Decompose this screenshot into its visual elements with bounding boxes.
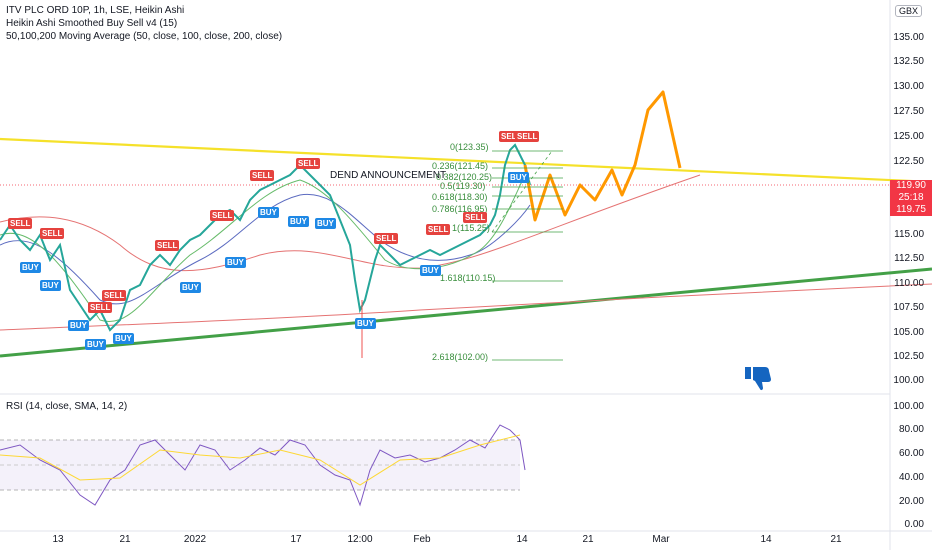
buy-badge: BUY [508, 172, 529, 183]
fib-label: 0.5(119.30) [440, 181, 486, 191]
ma50-line [0, 193, 531, 305]
sell-badge: SELL [155, 240, 180, 251]
rsi-tick: 100.00 [893, 401, 924, 412]
sell-badge: SELL [374, 233, 399, 244]
buy-badge: BUY [258, 207, 279, 218]
time-tick: 21 [119, 534, 131, 545]
sell-badge: SELL [499, 131, 524, 142]
price-tick: 107.50 [893, 302, 924, 313]
time-tick: 2022 [183, 534, 207, 545]
time-tick: 13 [52, 534, 64, 545]
ma100-line [0, 174, 701, 272]
time-tick: 17 [290, 534, 302, 545]
time-tick: 12:00 [347, 534, 373, 545]
projection-path [523, 90, 682, 222]
low-price-tag: 119.75 [890, 204, 932, 216]
sell-badge: SELL [463, 212, 488, 223]
sell-badge: SELL [426, 224, 451, 235]
price-tick: 115.00 [894, 229, 924, 240]
currency-button[interactable]: GBX [894, 5, 922, 17]
symbol-title[interactable]: ITV PLC ORD 10P, 1h, LSE, Heikin Ashi [6, 5, 185, 16]
sell-badge: SELL [102, 290, 127, 301]
fib-label: 0(123.35) [450, 142, 489, 152]
dividend-annotation[interactable]: DEND ANNOUNCEMENT [330, 170, 447, 181]
buy-badge: BUY [288, 216, 309, 227]
thumbs-down-icon [745, 367, 771, 391]
rsi-tick: 20.00 [898, 496, 924, 507]
sell-badge: SELL [296, 158, 321, 169]
fib-label: 0.786(116.95) [432, 204, 488, 214]
time-tick: 14 [516, 534, 528, 545]
sell-badge: SELL [250, 170, 275, 181]
green-trendline [0, 267, 932, 358]
rsi-tick: 60.00 [898, 448, 924, 459]
rsi-tick: 80.00 [898, 424, 924, 435]
price-tick: 135.00 [893, 32, 924, 43]
price-tick: 125.00 [893, 131, 924, 142]
price-tick: 130.00 [893, 81, 924, 92]
buy-badge: BUY [85, 339, 106, 350]
indicator-heikin[interactable]: Heikin Ashi Smoothed Buy Sell v4 (15) [6, 18, 178, 29]
time-tick: Mar [652, 534, 670, 545]
price-tick: 122.50 [893, 156, 924, 167]
buy-badge: BUY [420, 265, 441, 276]
fib-label: 2.618(102.00) [432, 352, 489, 362]
buy-badge: BUY [40, 280, 61, 291]
buy-badge: BUY [315, 218, 336, 229]
price-tick: 110.00 [894, 278, 924, 289]
time-tick: 21 [830, 534, 842, 545]
fib-lines [491, 150, 563, 361]
fib-label: 0.236(121.45) [432, 161, 489, 171]
rsi-title[interactable]: RSI (14, close, SMA, 14, 2) [6, 401, 128, 412]
current-price-tag: 119.90 [890, 180, 932, 192]
sell-badge: SELL [40, 228, 65, 239]
yellow-trendline [0, 137, 932, 184]
buy-badge: BUY [180, 282, 201, 293]
sell-badge: SELL [515, 131, 540, 142]
price-tick: 102.50 [893, 351, 924, 362]
sell-badge: SELL [88, 302, 113, 313]
price-tick: 105.00 [893, 327, 924, 338]
time-tick: Feb [413, 534, 431, 545]
price-tick: 127.50 [893, 106, 924, 117]
fib-label: 0.618(118.30) [432, 192, 488, 202]
buy-badge: BUY [68, 320, 89, 331]
sell-badge: SELL [210, 210, 235, 221]
buy-badge: BUY [20, 262, 41, 273]
buy-badge: BUY [113, 333, 134, 344]
buy-badge: BUY [355, 318, 376, 329]
sell-badge: SELL [8, 218, 33, 229]
price-tick: 100.00 [893, 375, 924, 386]
rsi-line [0, 424, 526, 507]
price-tick: 112.50 [894, 253, 924, 264]
time-tick: 21 [582, 534, 594, 545]
fib-label: 1(115.25) [452, 223, 490, 233]
buy-badge: BUY [225, 257, 246, 268]
rsi-tick: 40.00 [898, 472, 924, 483]
countdown-tag: 25:18 [890, 192, 932, 204]
fib-label: 0.382(120.25) [436, 172, 493, 182]
time-tick: 14 [760, 534, 772, 545]
fib-label: 1.618(110.15) [440, 273, 496, 283]
rsi-tick: 0.00 [904, 519, 924, 530]
rsi-sma-line [0, 434, 521, 486]
indicator-ma[interactable]: 50,100,200 Moving Average (50, close, 10… [6, 31, 283, 42]
ma200-line [0, 283, 932, 331]
price-tick: 132.50 [893, 56, 924, 67]
